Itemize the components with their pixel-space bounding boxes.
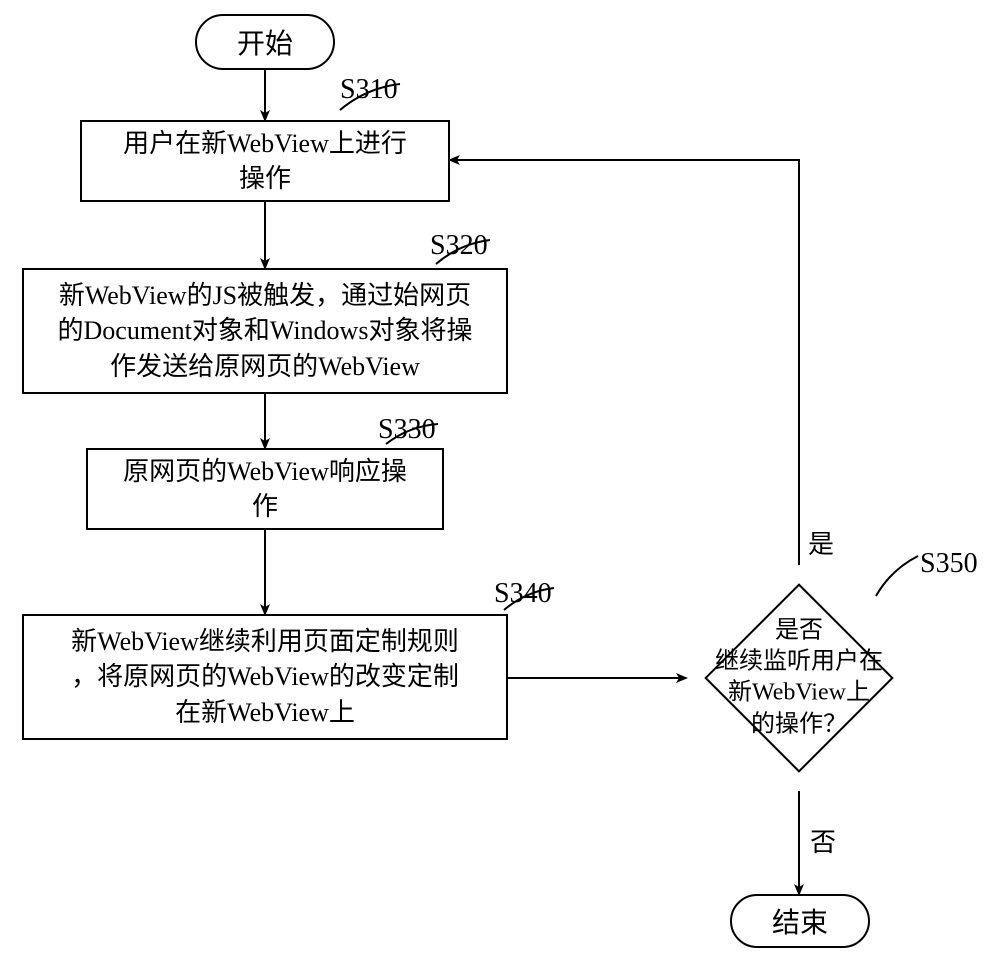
label-no: 否 xyxy=(810,822,836,859)
flowchart-canvas: 开始 用户在新WebView上进行 操作 新WebView的JS被触发，通过始网… xyxy=(0,0,1000,962)
node-start: 开始 xyxy=(195,14,335,70)
node-s310: 用户在新WebView上进行 操作 xyxy=(80,120,450,202)
label-s350: S350 xyxy=(920,548,978,580)
node-start-text: 开始 xyxy=(237,22,293,62)
node-s330: 原网页的WebView响应操 作 xyxy=(86,448,444,530)
node-s320-text: 新WebView的JS被触发，通过始网页 的Document对象和Windows… xyxy=(58,278,473,383)
node-s320: 新WebView的JS被触发，通过始网页 的Document对象和Windows… xyxy=(22,268,508,394)
label-yes: 是 xyxy=(808,524,834,561)
label-s310: S310 xyxy=(340,74,398,106)
node-s350-text: 是否 继续监听用户在 新WebView上 的操作？ xyxy=(666,616,932,741)
node-s340-text: 新WebView继续利用页面定制规则 ，将原网页的WebView的改变定制 在新… xyxy=(71,624,459,729)
node-s350: 是否 继续监听用户在 新WebView上 的操作？ xyxy=(704,583,894,773)
node-s330-text: 原网页的WebView响应操 作 xyxy=(123,454,407,524)
label-s340: S340 xyxy=(494,578,552,610)
label-s320: S320 xyxy=(430,230,488,262)
node-end: 结束 xyxy=(730,894,870,948)
label-s330: S330 xyxy=(378,414,436,446)
node-s310-text: 用户在新WebView上进行 操作 xyxy=(123,126,407,196)
node-s340: 新WebView继续利用页面定制规则 ，将原网页的WebView的改变定制 在新… xyxy=(22,614,508,740)
node-end-text: 结束 xyxy=(772,901,828,941)
